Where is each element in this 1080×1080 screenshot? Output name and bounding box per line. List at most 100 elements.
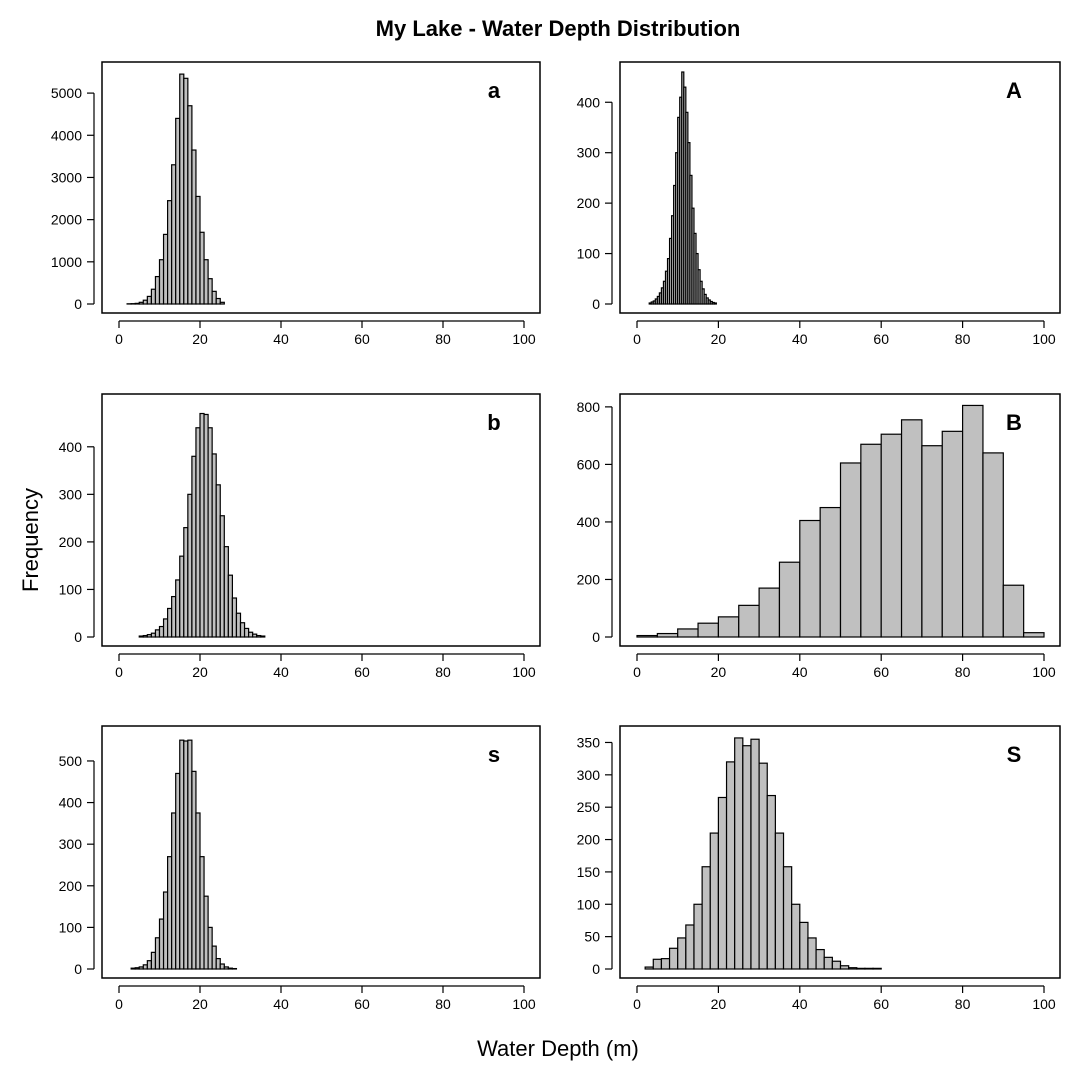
bar bbox=[636, 634, 658, 638]
bar bbox=[677, 937, 687, 970]
y-tick-label: 100 bbox=[577, 246, 601, 262]
bar bbox=[183, 77, 189, 305]
bar bbox=[175, 579, 181, 638]
x-tick-label: 40 bbox=[273, 996, 289, 1012]
bar bbox=[146, 634, 153, 638]
bar bbox=[819, 506, 842, 638]
bar bbox=[195, 427, 201, 638]
y-tick-label: 250 bbox=[577, 799, 601, 815]
bar bbox=[921, 445, 943, 638]
x-tick-label: 20 bbox=[192, 996, 208, 1012]
plot-frame bbox=[619, 61, 1061, 314]
bar bbox=[725, 761, 736, 970]
x-tick-label: 60 bbox=[873, 664, 889, 680]
figure-title: My Lake - Water Depth Distribution bbox=[376, 16, 741, 41]
y-tick-label: 0 bbox=[592, 629, 600, 645]
bar bbox=[685, 924, 695, 970]
panel-label: b bbox=[487, 410, 500, 435]
bar bbox=[142, 299, 148, 305]
bar bbox=[717, 616, 740, 638]
bar bbox=[660, 958, 671, 970]
x-tick-label: 40 bbox=[273, 331, 289, 347]
bar bbox=[187, 739, 193, 970]
bar bbox=[215, 297, 221, 305]
bar bbox=[146, 960, 153, 970]
y-tick-label: 300 bbox=[577, 145, 601, 161]
bar bbox=[742, 745, 752, 970]
y-tick-label: 150 bbox=[577, 864, 601, 880]
bar bbox=[260, 635, 266, 638]
bar bbox=[146, 295, 153, 305]
bar bbox=[154, 937, 161, 970]
bar bbox=[162, 233, 169, 305]
bar bbox=[150, 951, 157, 970]
x-tick-label: 20 bbox=[711, 996, 727, 1012]
bar bbox=[179, 739, 185, 970]
x-tick-label: 20 bbox=[711, 664, 727, 680]
bar bbox=[219, 963, 225, 970]
x-tick-label: 20 bbox=[192, 664, 208, 680]
x-tick-label: 80 bbox=[435, 664, 451, 680]
x-tick-label: 80 bbox=[955, 331, 971, 347]
bar bbox=[713, 302, 717, 305]
x-tick-label: 40 bbox=[792, 331, 808, 347]
bar bbox=[191, 455, 197, 638]
bar bbox=[154, 629, 161, 638]
y-tick-label: 0 bbox=[74, 296, 82, 312]
bar bbox=[195, 195, 201, 305]
panel-s: 0 20 40 60 80 100 0 100 200 300 400 500 s bbox=[59, 725, 541, 1012]
bar bbox=[223, 966, 229, 970]
bar bbox=[199, 412, 205, 638]
bar bbox=[199, 856, 205, 970]
bar bbox=[799, 519, 821, 638]
x-tick-label: 100 bbox=[512, 664, 536, 680]
bar bbox=[668, 947, 679, 970]
bar bbox=[750, 738, 760, 970]
bar bbox=[738, 604, 760, 638]
bar bbox=[162, 618, 169, 638]
y-tick-label: 1000 bbox=[51, 254, 82, 270]
x-tick-label: 0 bbox=[115, 331, 123, 347]
bar bbox=[1023, 632, 1045, 638]
x-axis-title: Water Depth (m) bbox=[477, 1036, 639, 1061]
bar bbox=[187, 493, 193, 638]
plot-frame bbox=[101, 725, 541, 979]
bar bbox=[807, 937, 817, 970]
panel-label: a bbox=[488, 78, 501, 103]
y-tick-label: 200 bbox=[59, 534, 83, 550]
bar bbox=[179, 73, 185, 305]
bar bbox=[211, 290, 217, 305]
bar bbox=[203, 895, 209, 970]
bar bbox=[864, 967, 874, 970]
bar bbox=[203, 259, 209, 305]
x-tick-label: 0 bbox=[633, 996, 641, 1012]
x-tick-label: 60 bbox=[354, 996, 370, 1012]
bar bbox=[860, 443, 882, 638]
bar bbox=[227, 967, 234, 970]
bar bbox=[677, 628, 699, 638]
bar bbox=[823, 956, 833, 970]
bar bbox=[219, 301, 225, 305]
bar bbox=[191, 149, 197, 305]
y-tick-label: 0 bbox=[74, 961, 82, 977]
y-axis-title: Frequency bbox=[18, 488, 43, 592]
x-tick-label: 80 bbox=[955, 996, 971, 1012]
x-tick-label: 100 bbox=[1032, 996, 1056, 1012]
bar bbox=[252, 633, 258, 638]
bar bbox=[248, 631, 254, 638]
bar bbox=[758, 762, 768, 970]
x-tick-label: 0 bbox=[633, 331, 641, 347]
x-tick-label: 20 bbox=[711, 331, 727, 347]
y-tick-label: 800 bbox=[577, 399, 601, 415]
x-tick-label: 60 bbox=[354, 664, 370, 680]
plot-frame bbox=[101, 393, 541, 647]
panel-label: s bbox=[488, 742, 500, 767]
y-tick-label: 100 bbox=[59, 919, 83, 935]
bar bbox=[717, 796, 728, 970]
x-tick-label: 60 bbox=[873, 996, 889, 1012]
y-tick-label: 200 bbox=[577, 832, 601, 848]
panel-label: B bbox=[1006, 410, 1022, 435]
x-tick-label: 40 bbox=[792, 996, 808, 1012]
bar bbox=[701, 866, 711, 970]
